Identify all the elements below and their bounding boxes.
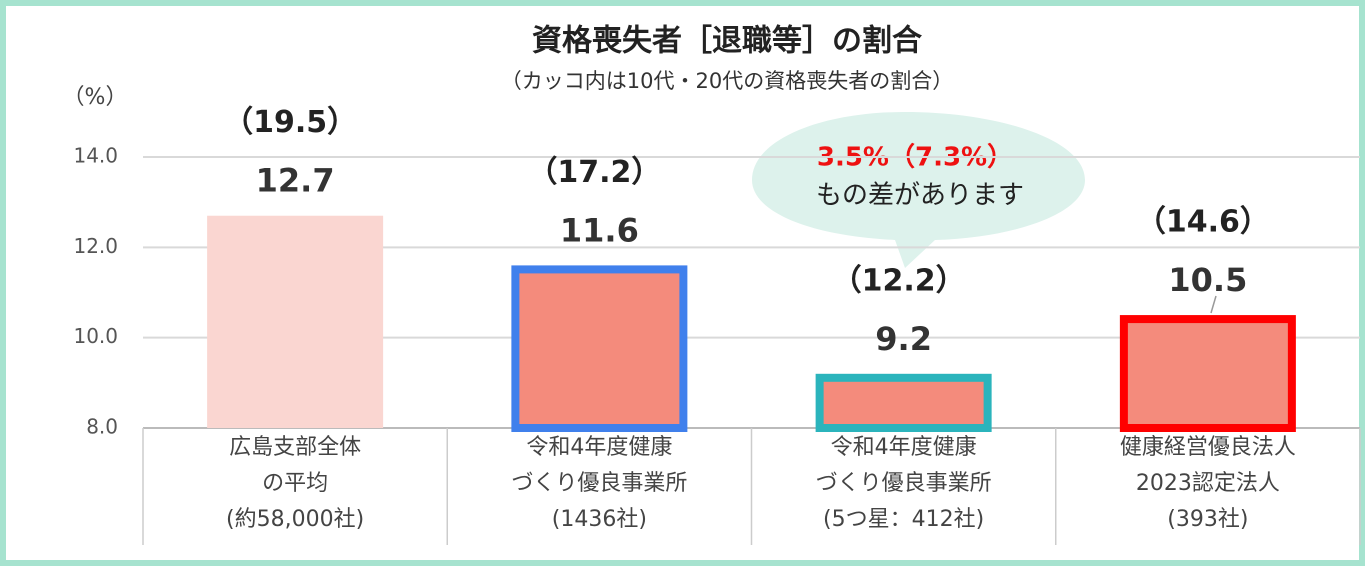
value-label: 11.6 <box>560 211 639 249</box>
value-label: 12.7 <box>256 162 335 200</box>
chart-subtitle: （カッコ内は10代・20代の資格喪失者の割合） <box>501 69 953 93</box>
x-tick-label: 広島支部全体 の平均 (約58,000社) <box>226 435 365 532</box>
x-tick-label: 令和4年度健康 づくり優良事業所 (5つ星：412社) <box>815 435 992 532</box>
youth-value-label: （19.5） <box>223 105 357 140</box>
y-tick-label: 12.0 <box>73 234 118 258</box>
y-tick-label: 10.0 <box>73 324 118 348</box>
chart-title: 資格喪失者［退職等］の割合 <box>532 24 922 59</box>
youth-value-label: （17.2） <box>527 155 661 190</box>
y-unit: （%） <box>63 85 128 110</box>
leader-line <box>1210 295 1217 314</box>
youth-value-label: （14.6） <box>1136 205 1270 240</box>
callout-bubble <box>752 112 1085 268</box>
bar <box>207 215 384 428</box>
value-label: 10.5 <box>1168 261 1247 299</box>
y-tick-label: 8.0 <box>86 415 118 439</box>
x-tick-label: 健康経営優良法人 2023認定法人 (393社) <box>1119 435 1296 532</box>
bar <box>1119 315 1296 433</box>
value-label: 9.2 <box>875 320 932 358</box>
x-tick-label: 令和4年度健康 づくり優良事業所 (1436社) <box>511 435 688 532</box>
bar <box>815 373 992 432</box>
bar <box>511 265 688 432</box>
callout-text: もの差があります <box>816 181 1024 211</box>
y-tick-label: 14.0 <box>73 144 118 168</box>
youth-value-label: （12.2） <box>832 263 966 298</box>
